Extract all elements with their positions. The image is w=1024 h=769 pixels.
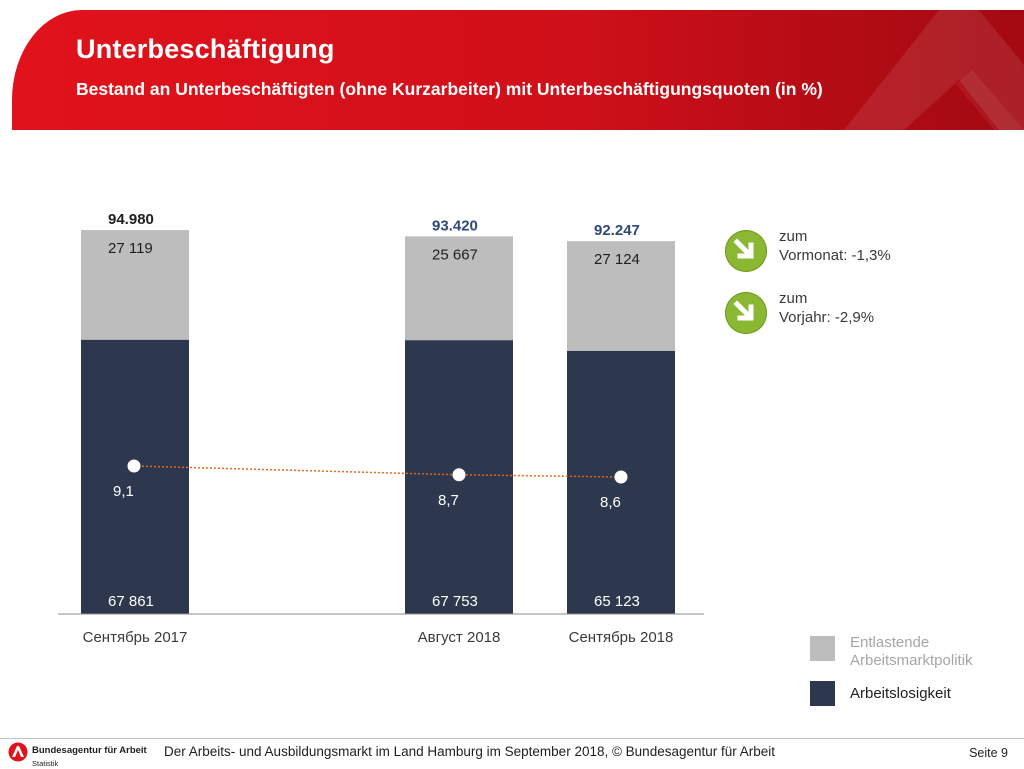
bar-relief-policy xyxy=(567,241,675,351)
x-tick-label: Август 2018 xyxy=(418,629,501,646)
page-subtitle: Bestand an Unterbeschäftigten (ohne Kurz… xyxy=(76,79,823,99)
quota-line xyxy=(133,465,622,478)
legend-label: Arbeitslosigkeit xyxy=(850,685,951,702)
quota-label: 9,1 xyxy=(113,483,134,500)
segment-label-unemployment: 65 123 xyxy=(594,593,640,610)
footer-divider xyxy=(0,738,1024,739)
quota-point xyxy=(127,459,141,473)
legend-label: Arbeitsmarktpolitik xyxy=(850,652,973,669)
segment-label-unemployment: 67 753 xyxy=(432,593,478,610)
total-label: 92.247 xyxy=(594,222,640,239)
x-tick-label: Сентябрь 2017 xyxy=(83,629,188,646)
legend-swatch xyxy=(810,681,835,706)
footer-logo-name: Bundesagentur für Arbeit xyxy=(32,745,147,756)
header-banner: Unterbeschäftigung Bestand an Unterbesch… xyxy=(12,10,1024,130)
bar-relief-policy xyxy=(405,236,513,341)
segment-label-relief: 25 667 xyxy=(432,246,478,263)
page-number: Seite 9 xyxy=(969,746,1008,760)
bar-relief-policy xyxy=(81,230,189,340)
legend-swatch xyxy=(810,636,835,661)
quota-label: 8,6 xyxy=(600,494,621,511)
segment-label-unemployment: 67 861 xyxy=(108,593,154,610)
x-tick-label: Сентябрь 2018 xyxy=(569,629,674,646)
total-label: 94.980 xyxy=(108,211,154,228)
agency-logo-watermark xyxy=(844,10,1024,130)
quota-point xyxy=(452,468,466,482)
legend-label: Entlastende xyxy=(850,634,930,651)
quota-label: 8,7 xyxy=(438,492,459,509)
bar-unemployment xyxy=(81,339,189,614)
arrow-down-right-icon xyxy=(725,292,767,334)
change-value: Vormonat: -1,3% xyxy=(779,247,891,264)
arrow-down-right-icon xyxy=(725,230,767,272)
change-prefix: zum xyxy=(779,228,808,245)
change-prefix: zum xyxy=(779,290,808,307)
footer-text: Der Arbeits- und Ausbildungsmarkt im Lan… xyxy=(164,744,776,759)
page-title: Unterbeschäftigung xyxy=(76,34,335,64)
quota-point xyxy=(614,470,628,484)
segment-label-relief: 27 124 xyxy=(594,251,640,268)
total-label: 93.420 xyxy=(432,217,478,234)
segment-label-relief: 27 119 xyxy=(108,240,153,257)
change-value: Vorjahr: -2,9% xyxy=(779,309,875,326)
footer-logo-sub: Statistik xyxy=(32,759,59,768)
agency-logo-icon xyxy=(8,742,28,762)
